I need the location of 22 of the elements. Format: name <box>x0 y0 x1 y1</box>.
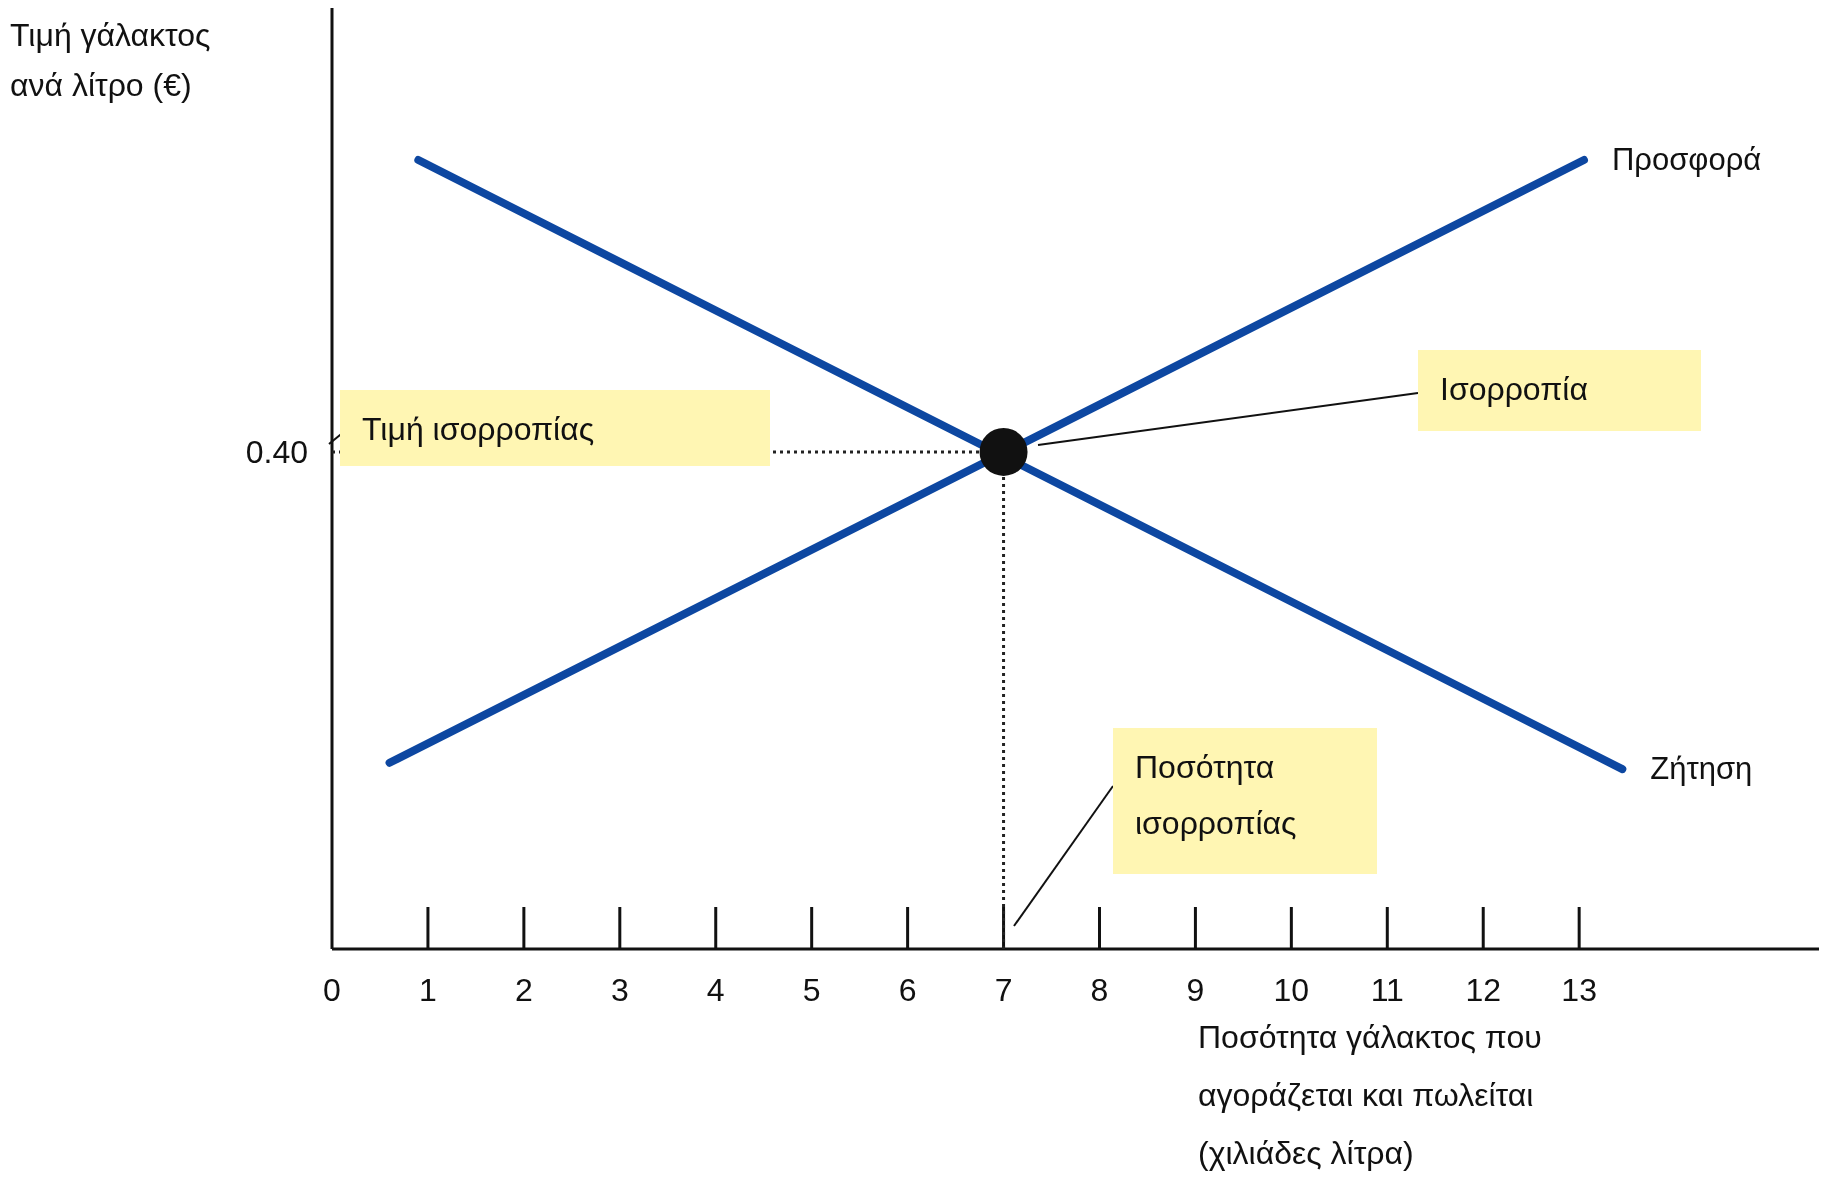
x-tick-label: 6 <box>898 972 917 1008</box>
x-tick-label: 0 <box>323 972 341 1008</box>
x-tick-label: 8 <box>1090 972 1109 1008</box>
x-axis-title: Ποσότητα γάλακτος που αγοράζεται και πωλείται (χιλιάδες λίτρα) <box>1198 1019 1542 1171</box>
x-tick-label: 13 <box>1561 972 1597 1008</box>
x-tick-label: 1 <box>419 972 437 1008</box>
x-tick-label: 10 <box>1273 972 1310 1008</box>
x-tick-label: 9 <box>1186 972 1205 1008</box>
x-tick-label: 2 <box>514 972 533 1008</box>
x-tick-label: 11 <box>1370 972 1404 1008</box>
annotation: Ποσότητα ισορροπίας <box>1135 749 1297 841</box>
x-tick-label: 4 <box>706 972 725 1008</box>
x-tick-label: 3 <box>610 972 629 1008</box>
series-label: Ζήτηση <box>1650 751 1753 787</box>
text: 0.40 <box>245 433 308 470</box>
annotation: Ισορροπία <box>1440 371 1588 407</box>
x-tick-label: 12 <box>1465 972 1502 1008</box>
series-label: Προσφορά <box>1611 142 1762 178</box>
x-tick-label: 7 <box>994 972 1013 1008</box>
x-tick-label: 5 <box>802 972 821 1008</box>
annotation: Τιμή ισορροπίας <box>362 411 595 447</box>
y-axis-title: Τιμή γάλακτος ανά λίτρο (€) <box>10 17 211 103</box>
